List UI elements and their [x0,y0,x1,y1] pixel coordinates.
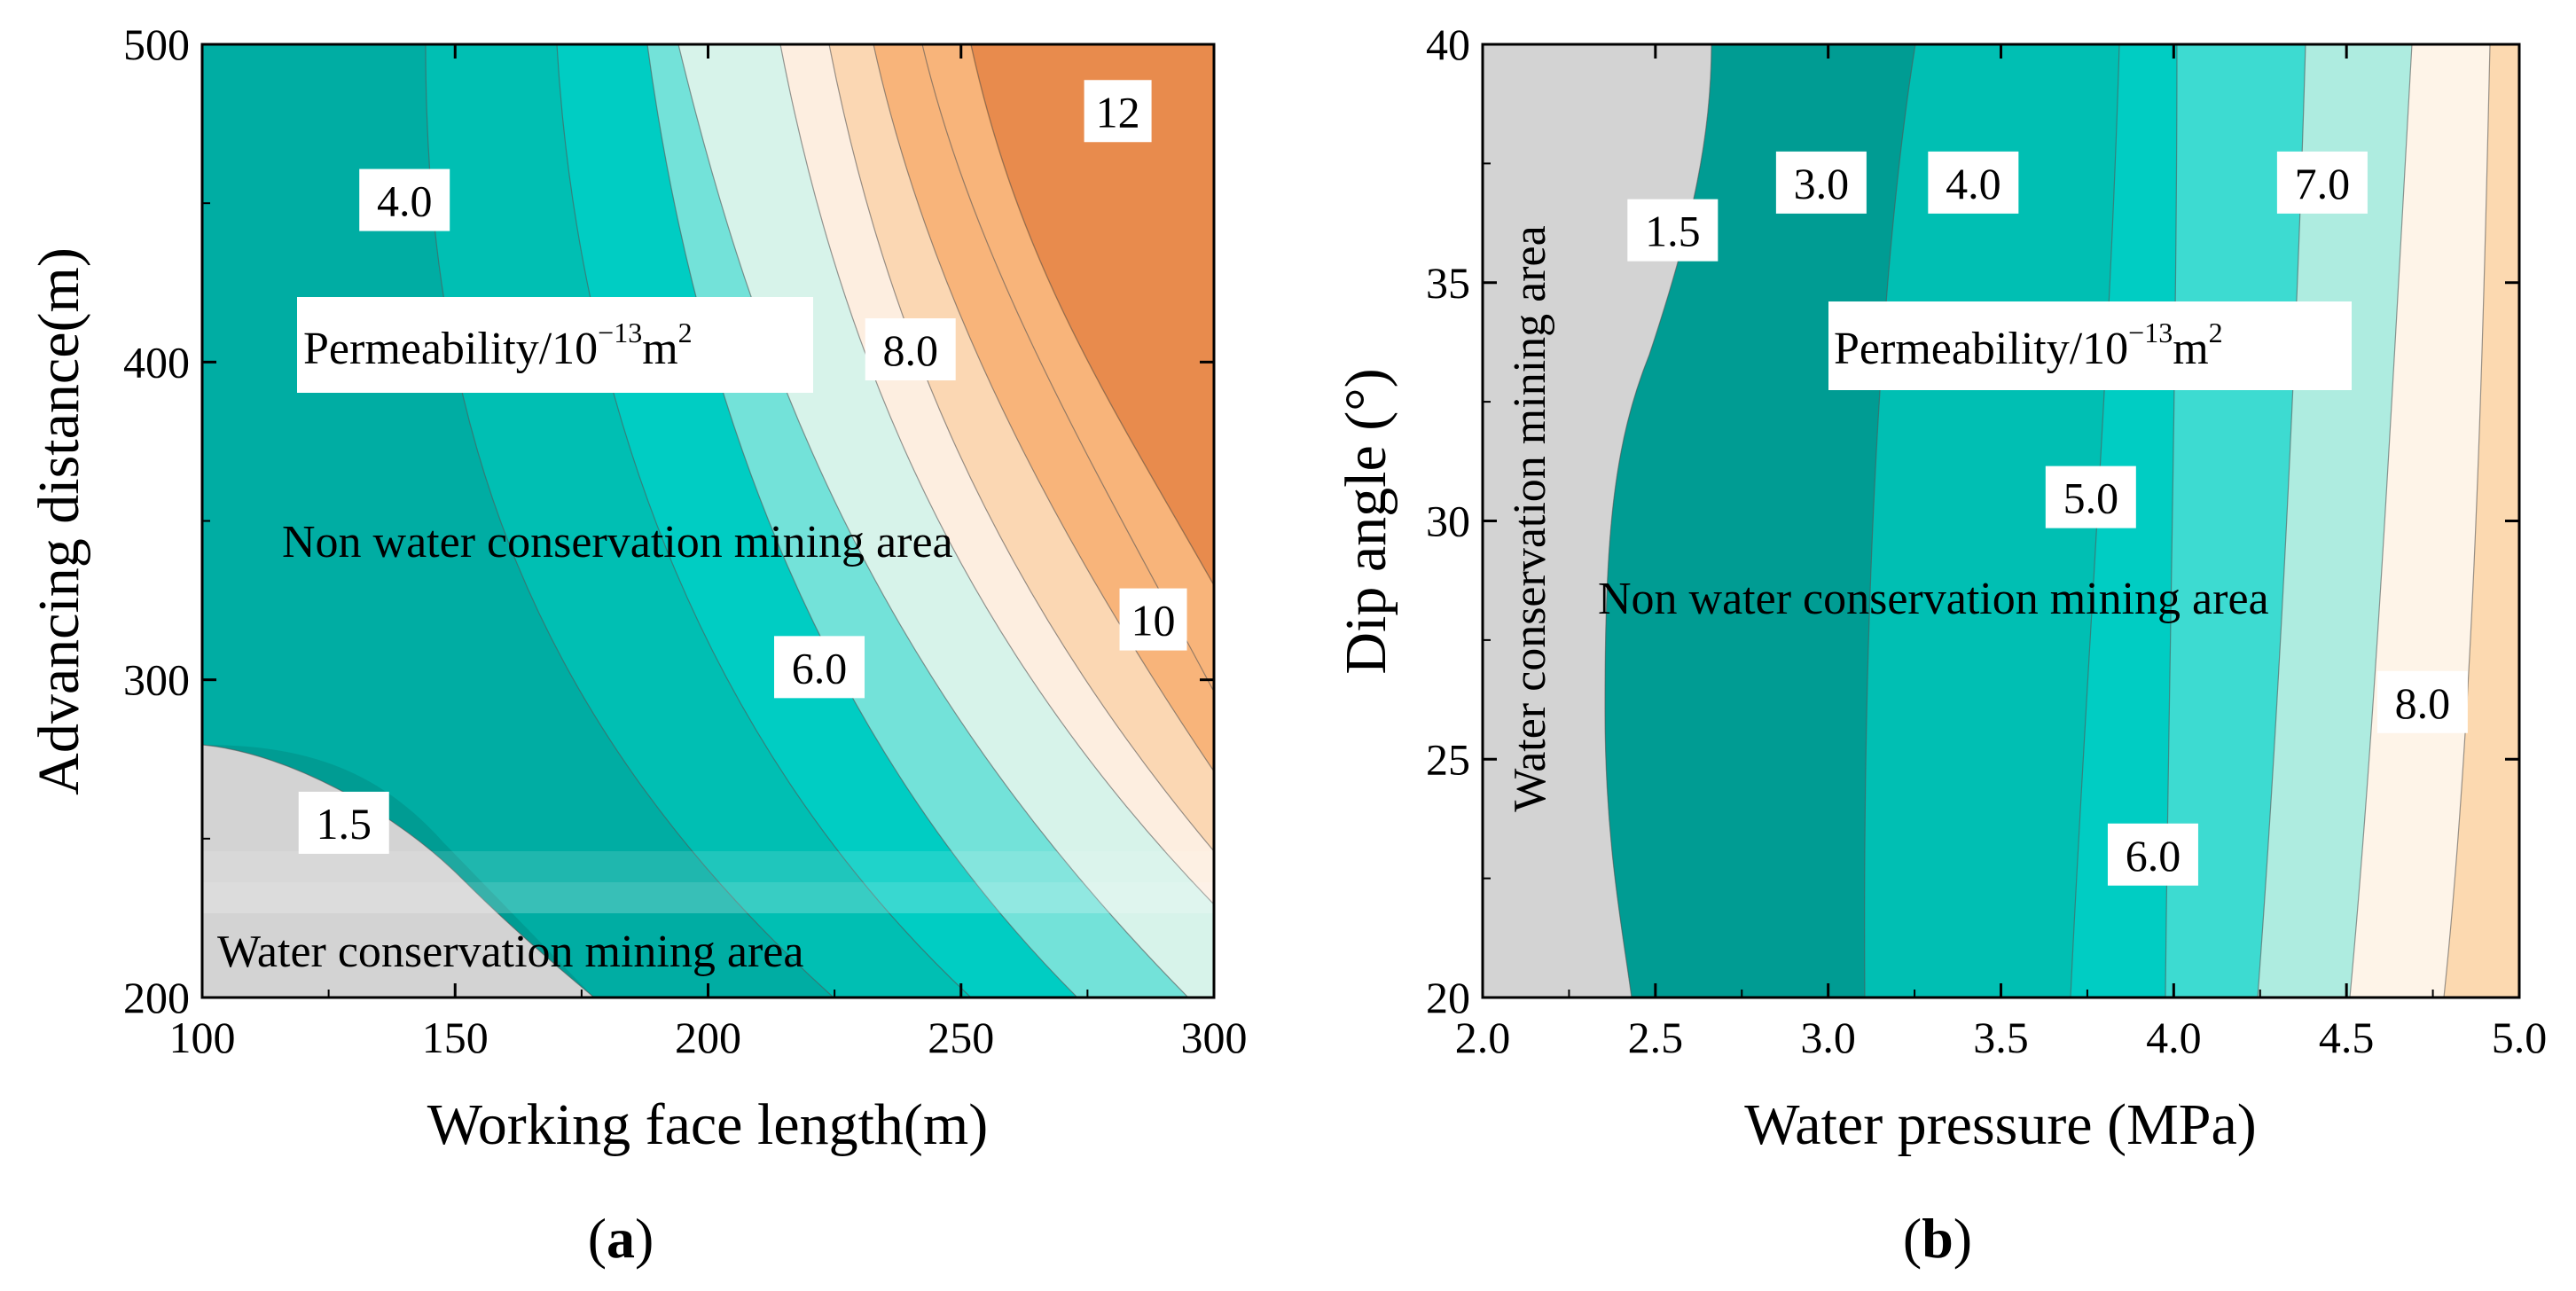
band-b-1.5-3 [1605,44,1915,998]
y-axis-label-a: Advancing distance(m) [27,247,91,795]
band-a-3-4 [202,44,834,998]
contour-label-box [1119,588,1187,651]
x-tick-label: 150 [422,1013,489,1062]
x-tick-label: 2.5 [1628,1013,1684,1062]
y-tick-label: 30 [1426,497,1470,546]
contour-label-box [865,318,956,380]
region-label-non-water-a: Non water conservation mining area [282,517,953,567]
contour-map-a [202,44,1214,998]
contour-label: 8.0 [882,325,938,375]
y-axis-a: 200 300 400 500 [123,20,1214,1022]
y-tick-label: 25 [1426,734,1470,784]
x-tick-label: 300 [1181,1013,1248,1062]
x-axis-a: 100 150 200 250 300 [169,44,1248,1062]
region-label-non-water-b: Non water conservation mining area [1598,574,2269,624]
band-a-1.5-3 [202,44,594,998]
contour-label-box [1627,199,1719,262]
y-tick-label: 400 [123,337,190,387]
x-tick-label: 4.0 [2146,1013,2202,1062]
x-axis-label-b: Water pressure (MPa) [1744,1092,2256,1157]
contour-label-box [2107,823,2198,886]
contour-label: 10 [1131,596,1176,646]
contour-label: 3.0 [1794,159,1850,208]
chart-b: 2.0 2.5 3.0 3.5 4.0 4.5 5.0 20 25 30 35 40 1.5 3.0 4… [1334,20,2547,1270]
x-tick-label: 200 [675,1013,741,1062]
contour-label-box [2376,670,2468,733]
y-tick-label: 40 [1426,20,1470,69]
x-axis-b: 2.0 2.5 3.0 3.5 4.0 4.5 5.0 [1455,44,2548,1062]
contour-label: 4.0 [1946,159,2001,208]
y-tick-label: 20 [1426,973,1470,1022]
x-tick-label: 3.5 [1973,1013,2029,1062]
variable-label-b: Permeability/10−13m2 [1834,317,2223,374]
contour-labels-a: 1.5 4.0 6.0 8.0 10 12 [298,80,1187,854]
x-tick-label: 2.0 [1455,1013,1511,1062]
region-label-water-b: Water conservation mining area [1505,225,1555,811]
contour-label: 1.5 [1645,207,1701,256]
contour-label-box [1928,151,2019,214]
x-tick-label: 5.0 [2492,1013,2548,1062]
panel-label-b: (b) [1903,1207,1972,1270]
variable-label-a: Permeability/10−13m2 [303,317,693,374]
contour-label: 8.0 [2395,678,2451,728]
x-tick-label: 4.5 [2319,1013,2375,1062]
y-axis-label-b: Dip angle (°) [1334,368,1398,674]
y-tick-label: 200 [123,973,190,1022]
x-tick-label: 3.0 [1800,1013,1856,1062]
y-tick-label: 500 [123,20,190,69]
contour-label: 6.0 [792,643,848,692]
x-tick-label: 100 [169,1013,236,1062]
x-axis-label-a: Working face length(m) [427,1092,988,1157]
contour-label-box [359,168,450,231]
y-tick-label: 300 [123,655,190,705]
variable-label-box-a [297,297,813,393]
contour-label-box [2276,151,2368,214]
y-axis-b: 20 25 30 35 40 [1426,20,2519,1022]
contour-label: 12 [1096,87,1140,137]
y-tick-label: 35 [1426,258,1470,308]
contour-label-box [1775,151,1867,214]
region-label-water-a: Water conservation mining area [217,927,803,977]
panel-label-a: (a) [588,1207,654,1270]
chart-a: 100 150 200 250 300 200 300 400 500 1.5 4.0 6.0 8.… [27,20,1248,1270]
contour-labels-b: 1.5 3.0 4.0 5.0 6.0 7.0 8.0 [1627,151,2468,886]
contour-label: 6.0 [2126,831,2181,880]
contour-label-box [1084,80,1152,143]
band-b-below-1.5 [1483,44,1711,998]
x-tick-label: 250 [928,1013,994,1062]
contour-label-box [774,636,865,699]
contour-label: 1.5 [316,799,372,849]
variable-label-box-b [1828,301,2352,390]
contour-label: 7.0 [2295,159,2351,208]
contour-label: 4.0 [377,176,433,226]
contour-label-box [298,791,389,854]
contour-label: 5.0 [2063,473,2119,523]
contour-label-box [2045,466,2136,528]
